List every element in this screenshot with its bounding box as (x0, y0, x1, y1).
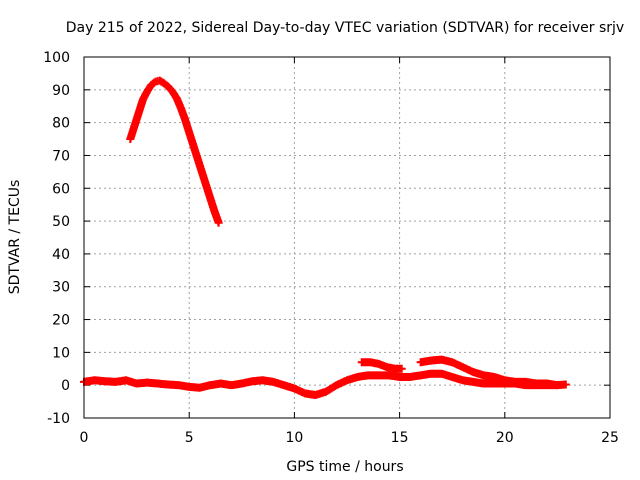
x-tick-label: 10 (285, 430, 303, 446)
x-tick-label: 20 (496, 430, 514, 446)
y-tick-label: 100 (43, 50, 70, 66)
y-tick-label: 10 (52, 345, 70, 361)
y-tick-label: 40 (52, 247, 70, 263)
x-tick-label: 5 (185, 430, 194, 446)
y-tick-label: 70 (52, 148, 70, 164)
chart-title: Day 215 of 2022, Sidereal Day-to-day VTE… (66, 20, 624, 36)
x-tick-label: 15 (391, 430, 409, 446)
y-tick-label: 20 (52, 313, 70, 329)
data-series (80, 76, 570, 400)
series-baseline-track (80, 369, 570, 400)
series-mid-segment-b (416, 355, 562, 390)
data-point (561, 380, 570, 389)
y-tick-label: 0 (61, 378, 70, 394)
y-tick-label: 80 (52, 116, 70, 132)
data-point (553, 381, 562, 390)
grid-lines (84, 57, 610, 418)
axis-ticks: 0 5 10 15 20 25 -10 0 10 20 30 40 50 60 70 80 90 100 (43, 50, 619, 446)
plot-frame (83, 56, 611, 419)
series-mid-segment-a (357, 358, 406, 373)
x-tick-label: 0 (80, 430, 89, 446)
y-tick-label: -10 (47, 411, 70, 427)
y-axis-label: SDTVAR / TECUs (7, 180, 23, 295)
x-tick-label: 25 (601, 430, 619, 446)
y-tick-label: 50 (52, 214, 70, 230)
data-point (214, 218, 223, 227)
y-tick-label: 60 (52, 181, 70, 197)
x-axis-label: GPS time / hours (286, 459, 403, 475)
y-tick-label: 30 (52, 280, 70, 296)
series-high-arc (126, 76, 223, 227)
data-point (397, 364, 406, 373)
y-tick-label: 90 (52, 83, 70, 99)
